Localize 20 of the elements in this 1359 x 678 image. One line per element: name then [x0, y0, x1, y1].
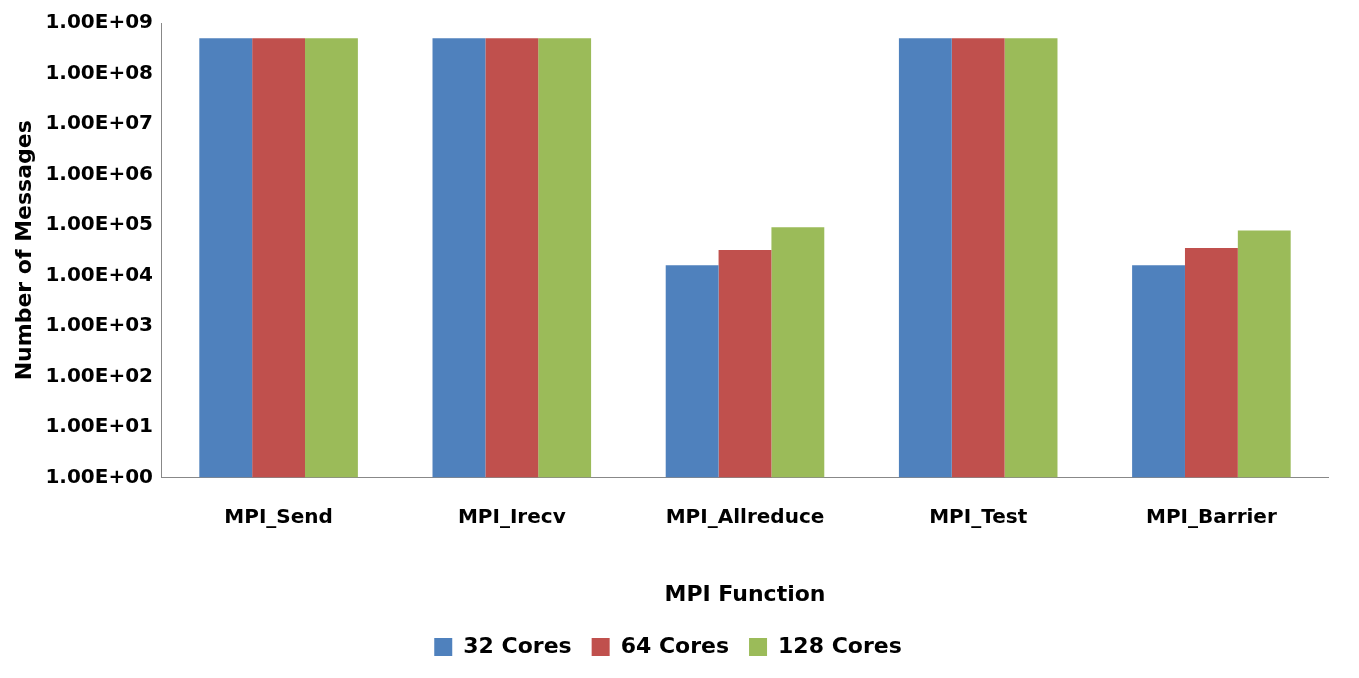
x-tick-label: MPI_Barrier — [1146, 503, 1277, 528]
y-tick-label: 1.00E+02 — [45, 362, 153, 387]
x-tick-label: MPI_Test — [929, 503, 1028, 528]
y-tick-label: 1.00E+09 — [45, 9, 153, 34]
x-tick-label: MPI_Send — [224, 503, 333, 528]
y-tick-label: 1.00E+01 — [45, 413, 153, 438]
legend-label: 128 Cores — [778, 632, 902, 658]
y-tick-label: 1.00E+04 — [45, 261, 153, 286]
legend-label: 64 Cores — [620, 632, 730, 658]
y-tick-label: 1.00E+00 — [45, 463, 153, 488]
y-tick-label: 1.00E+08 — [45, 59, 153, 84]
x-axis-title: MPI Function — [664, 580, 826, 606]
x-tick-label: MPI_Irecv — [457, 503, 566, 528]
y-tick-label: 1.00E+06 — [45, 160, 153, 185]
y-tick-label: 1.00E+05 — [45, 211, 153, 236]
y-axis-title: Number of Messages — [10, 120, 36, 381]
y-tick-label: 1.00E+03 — [45, 312, 153, 337]
x-tick-label: MPI_Allreduce — [665, 503, 825, 528]
y-tick-label: 1.00E+07 — [45, 110, 153, 135]
legend-label: 32 Cores — [463, 632, 572, 658]
